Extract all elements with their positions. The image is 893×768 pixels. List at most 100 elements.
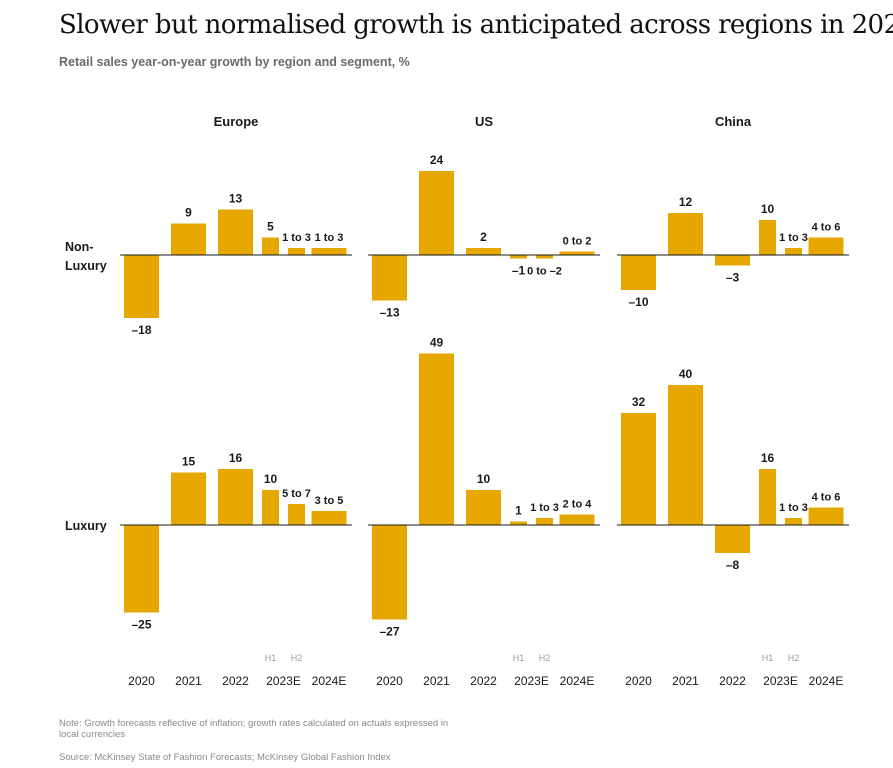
x-tick-china-2021: 2021 [672, 674, 699, 688]
data-label-china-non-luxury-2023e-h2: 1 to 3 [779, 232, 808, 244]
bar-europe-luxury-2021 [171, 472, 206, 525]
bar-europe-luxury-2022 [218, 469, 253, 525]
data-label-us-non-luxury-2023e-h2: 0 to –2 [527, 266, 562, 278]
bar-europe-non-luxury-2020 [124, 255, 159, 318]
x-tick-europe-2024e: 2024E [312, 674, 347, 688]
bar-europe-non-luxury-2024e [311, 248, 347, 255]
data-label-europe-non-luxury-2023e-h1: 5 [267, 220, 274, 234]
bar-china-luxury-2024e [808, 507, 844, 525]
data-label-us-luxury-2020: –27 [379, 625, 399, 639]
bar-us-luxury-2020 [372, 525, 407, 620]
data-label-us-non-luxury-2022: 2 [480, 230, 487, 244]
data-label-europe-non-luxury-2023e-h2: 1 to 3 [282, 232, 311, 244]
bar-europe-luxury-2023e-h1 [262, 490, 279, 525]
bar-europe-non-luxury-2021 [171, 223, 206, 255]
data-label-us-non-luxury-2021: 24 [430, 153, 444, 167]
bar-china-luxury-2023e-h1 [759, 469, 776, 525]
x-tick-us-2022: 2022 [470, 674, 497, 688]
data-label-china-non-luxury-2021: 12 [679, 195, 693, 209]
x-tick-us-2021: 2021 [423, 674, 450, 688]
data-label-us-non-luxury-2024e: 0 to 2 [563, 236, 592, 248]
bar-china-non-luxury-2023e-h1 [759, 220, 776, 255]
x-tick-europe-2022: 2022 [222, 674, 249, 688]
x-tick-china-2024e: 2024E [809, 674, 844, 688]
x-tick-europe-2020: 2020 [128, 674, 155, 688]
chart-source: Source: McKinsey State of Fashion Foreca… [59, 752, 391, 763]
data-label-europe-non-luxury-2021: 9 [185, 206, 192, 220]
data-label-china-non-luxury-2024e: 4 to 6 [812, 222, 841, 234]
bar-us-non-luxury-2024e [559, 251, 595, 255]
data-label-europe-luxury-2023e-h1: 10 [264, 472, 278, 486]
row-label-non-luxury: Non-Luxury [65, 240, 107, 273]
data-label-europe-luxury-2022: 16 [229, 451, 243, 465]
bar-europe-luxury-2023e-h2 [288, 504, 305, 525]
chart-note: Note: Growth forecasts reflective of inf… [59, 718, 449, 740]
data-label-europe-luxury-2024e: 3 to 5 [315, 495, 344, 507]
data-label-china-luxury-2023e-h1: 16 [761, 451, 775, 465]
sub-tick-china-h1: H1 [762, 653, 774, 663]
bar-us-luxury-2022 [466, 490, 501, 525]
bar-china-non-luxury-2023e-h2 [785, 248, 802, 255]
data-label-us-luxury-2023e-h2: 1 to 3 [530, 502, 559, 514]
region-header-europe: Europe [214, 114, 259, 129]
bar-europe-luxury-2024e [311, 511, 347, 525]
data-label-us-luxury-2021: 49 [430, 336, 444, 350]
sub-tick-us-h1: H1 [513, 653, 525, 663]
region-header-us: US [475, 114, 493, 129]
data-label-europe-luxury-2020: –25 [131, 618, 151, 632]
x-tick-china-2020: 2020 [625, 674, 652, 688]
bar-us-non-luxury-2020 [372, 255, 407, 301]
bar-us-luxury-2024e [559, 514, 595, 525]
bar-china-luxury-2023e-h2 [785, 518, 802, 525]
data-label-europe-non-luxury-2022: 13 [229, 192, 243, 206]
sub-tick-europe-h1: H1 [265, 653, 277, 663]
bar-us-non-luxury-2023e-h2 [536, 255, 553, 259]
sub-tick-us-h2: H2 [539, 653, 551, 663]
data-label-us-luxury-2023e-h1: 1 [515, 504, 522, 518]
bar-us-non-luxury-2023e-h1 [510, 255, 527, 259]
bar-europe-non-luxury-2022 [218, 209, 253, 255]
bar-china-luxury-2022 [715, 525, 750, 553]
data-label-china-luxury-2020: 32 [632, 395, 646, 409]
data-label-china-non-luxury-2022: –3 [726, 271, 740, 285]
bar-china-luxury-2020 [621, 413, 656, 525]
x-tick-china-2022: 2022 [719, 674, 746, 688]
data-label-europe-non-luxury-2020: –18 [131, 323, 151, 337]
bar-europe-non-luxury-2023e-h2 [288, 248, 305, 255]
data-label-us-luxury-2022: 10 [477, 472, 491, 486]
data-label-europe-luxury-2021: 15 [182, 455, 196, 469]
region-header-china: China [715, 114, 752, 129]
bar-europe-luxury-2020 [124, 525, 159, 613]
data-label-china-luxury-2024e: 4 to 6 [812, 492, 841, 504]
data-label-china-luxury-2022: –8 [726, 558, 740, 572]
data-label-us-luxury-2024e: 2 to 4 [563, 499, 593, 511]
sub-tick-europe-h2: H2 [291, 653, 303, 663]
data-label-china-non-luxury-2020: –10 [628, 295, 648, 309]
chart-title: Slower but normalised growth is anticipa… [59, 10, 893, 40]
x-tick-europe-2023e: 2023E [266, 674, 301, 688]
data-label-us-non-luxury-2023e-h1: –1 [512, 264, 526, 278]
bar-china-non-luxury-2024e [808, 237, 844, 255]
data-label-china-luxury-2023e-h2: 1 to 3 [779, 502, 808, 514]
bar-china-non-luxury-2021 [668, 213, 703, 255]
data-label-europe-luxury-2023e-h2: 5 to 7 [282, 488, 311, 500]
data-label-china-luxury-2021: 40 [679, 367, 693, 381]
data-label-us-non-luxury-2020: –13 [379, 306, 399, 320]
row-label-luxury: Luxury [65, 519, 107, 533]
bar-us-luxury-2021 [419, 353, 454, 525]
bar-us-non-luxury-2021 [419, 171, 454, 255]
data-label-china-non-luxury-2023e-h1: 10 [761, 202, 775, 216]
bar-china-non-luxury-2022 [715, 255, 750, 266]
chart-subtitle: Retail sales year-on-year growth by regi… [59, 55, 410, 69]
bar-us-luxury-2023e-h2 [536, 518, 553, 525]
x-tick-europe-2021: 2021 [175, 674, 202, 688]
x-tick-us-2020: 2020 [376, 674, 403, 688]
x-tick-china-2023e: 2023E [763, 674, 798, 688]
bar-us-non-luxury-2022 [466, 248, 501, 255]
bar-china-non-luxury-2020 [621, 255, 656, 290]
bar-europe-non-luxury-2023e-h1 [262, 237, 279, 255]
x-tick-us-2023e: 2023E [514, 674, 549, 688]
x-tick-us-2024e: 2024E [560, 674, 595, 688]
bar-us-luxury-2023e-h1 [510, 521, 527, 525]
